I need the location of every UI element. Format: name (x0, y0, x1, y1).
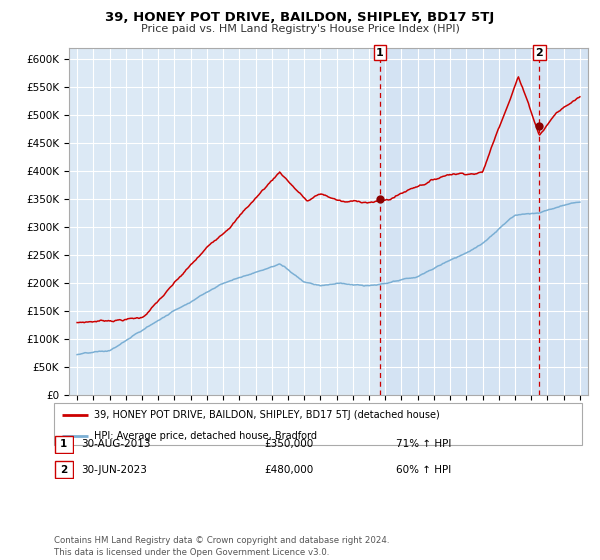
Text: HPI: Average price, detached house, Bradford: HPI: Average price, detached house, Brad… (94, 431, 317, 441)
Bar (380, 48, 588, 395)
Text: 60% ↑ HPI: 60% ↑ HPI (396, 465, 451, 474)
Text: Price paid vs. HM Land Registry's House Price Index (HPI): Price paid vs. HM Land Registry's House … (140, 24, 460, 34)
Text: 30-AUG-2013: 30-AUG-2013 (81, 440, 151, 449)
FancyBboxPatch shape (55, 436, 73, 452)
FancyBboxPatch shape (55, 461, 73, 478)
Text: 71% ↑ HPI: 71% ↑ HPI (396, 440, 451, 449)
Text: £350,000: £350,000 (264, 440, 313, 449)
FancyBboxPatch shape (54, 403, 582, 445)
Text: 2: 2 (60, 465, 68, 474)
Text: 1: 1 (60, 440, 68, 449)
Text: 2: 2 (535, 48, 543, 58)
Text: £480,000: £480,000 (264, 465, 313, 474)
Text: 30-JUN-2023: 30-JUN-2023 (81, 465, 147, 474)
Text: 1: 1 (376, 48, 384, 58)
Text: 39, HONEY POT DRIVE, BAILDON, SHIPLEY, BD17 5TJ (detached house): 39, HONEY POT DRIVE, BAILDON, SHIPLEY, B… (94, 410, 439, 420)
Text: 39, HONEY POT DRIVE, BAILDON, SHIPLEY, BD17 5TJ: 39, HONEY POT DRIVE, BAILDON, SHIPLEY, B… (106, 11, 494, 24)
Text: Contains HM Land Registry data © Crown copyright and database right 2024.
This d: Contains HM Land Registry data © Crown c… (54, 536, 389, 557)
